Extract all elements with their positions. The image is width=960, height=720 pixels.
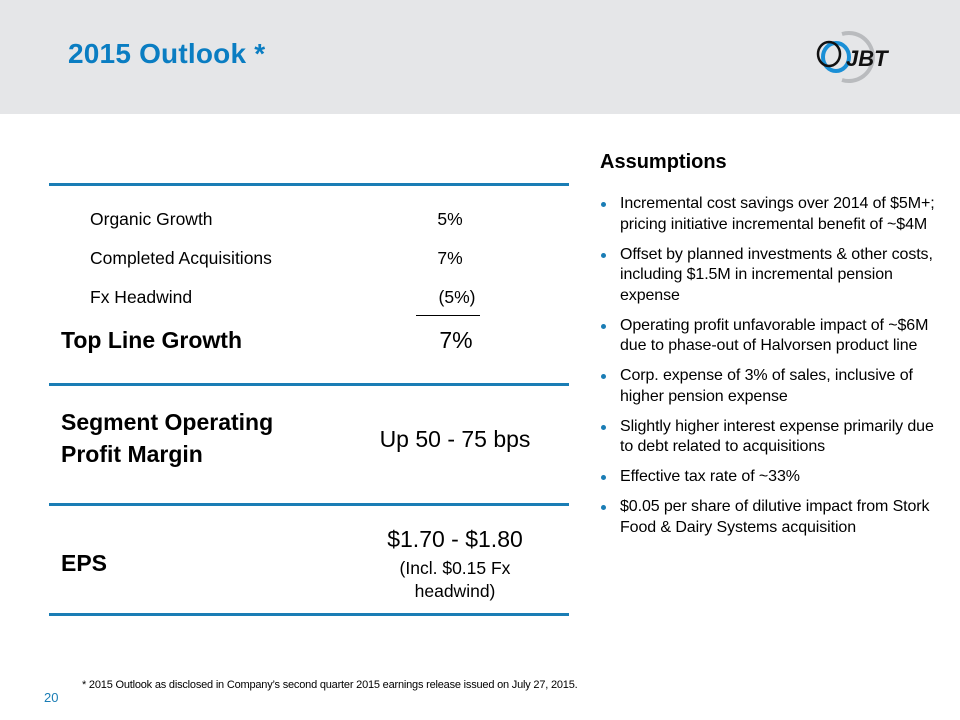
top-line-growth-label: Top Line Growth: [61, 327, 242, 353]
page-number: 20: [44, 690, 59, 705]
segment-margin-label-line2: Profit Margin: [61, 441, 203, 467]
assumption-text: $0.05 per share of dilutive impact from …: [620, 498, 930, 536]
fx-headwind-label: Fx Headwind: [90, 287, 193, 307]
assumption-item: Effective tax rate of ~33%: [598, 467, 948, 488]
assumptions-list: Incremental cost savings over 2014 of $5…: [598, 194, 948, 548]
assumption-text: Effective tax rate of ~33%: [620, 468, 800, 485]
assumption-item: $0.05 per share of dilutive impact from …: [598, 497, 948, 538]
assumption-text: Operating profit unfavorable impact of ~…: [620, 316, 929, 355]
bullet-icon: [601, 505, 606, 510]
jbt-logo-icon: JBT: [816, 31, 889, 83]
page-title: 2015 Outlook *: [68, 38, 266, 69]
bullet-icon: [601, 323, 606, 329]
table-rule-bottom: [49, 613, 569, 616]
segment-margin-value: Up 50 - 75 bps: [379, 426, 531, 452]
assumption-text: Slightly higher interest expense primari…: [620, 417, 934, 456]
organic-growth-value: 5%: [437, 209, 463, 229]
header-band: 2015 Outlook * JBT: [0, 0, 960, 114]
bullet-icon: [601, 424, 606, 430]
eps-note-line2: headwind): [414, 581, 496, 601]
assumption-item: Offset by planned investments & other co…: [598, 245, 948, 307]
acquisitions-value: 7%: [437, 248, 463, 268]
top-line-growth-value: 7%: [439, 327, 473, 353]
assumption-item: Corp. expense of 3% of sales, inclusive …: [598, 366, 948, 407]
assumption-item: Operating profit unfavorable impact of ~…: [598, 316, 948, 357]
table-rule-3: [49, 503, 569, 506]
eps-label: EPS: [61, 550, 108, 576]
logo-text: JBT: [846, 46, 889, 71]
fx-headwind-value: (5%): [438, 287, 476, 307]
subtotal-underline: [416, 315, 480, 316]
organic-growth-label: Organic Growth: [90, 209, 213, 229]
table-rule-2: [49, 383, 569, 386]
assumption-item: Slightly higher interest expense primari…: [598, 417, 948, 458]
assumption-text: Offset by planned investments & other co…: [620, 245, 933, 304]
assumption-text: Incremental cost savings over 2014 of $5…: [620, 195, 935, 233]
footnote: * 2015 Outlook as disclosed in Company’s…: [82, 679, 578, 691]
bullet-icon: [601, 374, 606, 379]
table-rule-top: [49, 183, 569, 186]
assumption-item: Incremental cost savings over 2014 of $5…: [598, 194, 948, 235]
bullet-icon: [601, 252, 606, 258]
bullet-icon: [601, 202, 606, 207]
eps-value: $1.70 - $1.80: [387, 526, 523, 552]
assumptions-title: Assumptions: [600, 151, 727, 173]
eps-note-line1: (Incl. $0.15 Fx: [399, 558, 511, 578]
assumption-text: Corp. expense of 3% of sales, inclusive …: [620, 367, 913, 405]
acquisitions-label: Completed Acquisitions: [90, 248, 272, 268]
segment-margin-label-line1: Segment Operating: [61, 409, 274, 435]
bullet-icon: [601, 475, 606, 480]
